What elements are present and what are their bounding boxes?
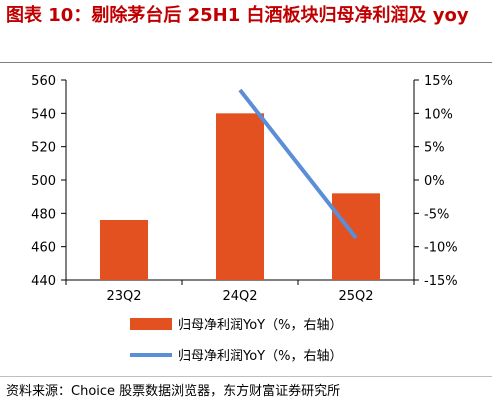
left-tick-label: 520 — [31, 141, 56, 156]
left-tick-label: 440 — [31, 274, 56, 289]
right-tick-label: 5% — [424, 141, 445, 156]
chart: 440 460 480 500 520 540 560 -15% -10% -5% 0% 5% 10% 1… — [31, 74, 458, 364]
footer-divider — [0, 376, 492, 377]
bar-series — [100, 113, 380, 280]
legend-bar-swatch — [130, 318, 172, 330]
legend-bar-label: 归母净利润YoY（%，右轴） — [178, 318, 342, 333]
bar — [100, 220, 148, 280]
line-series — [238, 88, 358, 240]
left-tick-label: 540 — [31, 107, 56, 122]
left-tick-label: 460 — [31, 241, 56, 256]
x-tick-label: 25Q2 — [338, 289, 373, 304]
right-tick-label: -5% — [424, 207, 449, 222]
left-tick-label: 560 — [31, 74, 56, 89]
right-tick-label: 0% — [424, 174, 445, 189]
legend-line-label: 归母净利润YoY（%，右轴） — [178, 349, 342, 364]
legend: 归母净利润YoY（%，右轴） 归母净利润YoY（%，右轴） — [130, 318, 342, 364]
x-tick-label: 24Q2 — [222, 289, 257, 304]
title-divider — [0, 62, 492, 63]
left-tick-label: 500 — [31, 174, 56, 189]
source-note: 资料来源：Choice 股票数据浏览器，东方财富证券研究所 — [6, 384, 341, 399]
right-tick-label: 10% — [424, 107, 453, 122]
left-tick-label: 480 — [31, 207, 56, 222]
right-tick-label: -15% — [424, 274, 458, 289]
chart-title: 图表 10：剔除茅台后 25H1 白酒板块归母净利润及 yoy — [6, 5, 469, 26]
right-tick-label: 15% — [424, 74, 453, 89]
bar — [216, 113, 264, 280]
x-tick-label: 23Q2 — [106, 289, 141, 304]
line-series-path — [238, 88, 358, 240]
right-tick-label: -10% — [424, 241, 458, 256]
